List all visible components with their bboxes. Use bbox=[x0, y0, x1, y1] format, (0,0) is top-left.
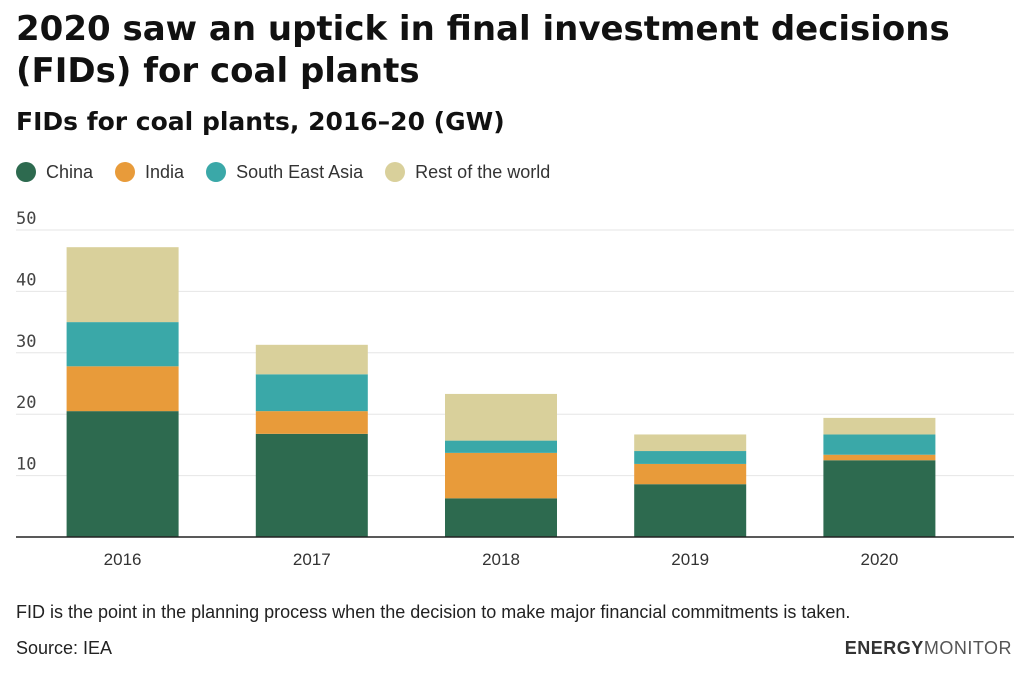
legend: China India South East Asia Rest of the … bbox=[16, 158, 550, 186]
bar-2018-china bbox=[445, 498, 557, 537]
bar-2016-india bbox=[66, 366, 179, 412]
legend-swatch-india bbox=[115, 162, 136, 182]
brand-logo-bold: ENERGY bbox=[844, 638, 924, 658]
legend-label-india: India bbox=[145, 161, 185, 182]
legend-label-rest-of-world: Rest of the world bbox=[415, 161, 551, 182]
bar-2017-rest-of-the-world bbox=[255, 344, 368, 375]
chart-area: 10 20 30 40 50 2016 2017 2018 2019 2020 bbox=[0, 209, 1024, 580]
legend-item-china: China bbox=[16, 162, 93, 183]
legend-item-rest-of-world: Rest of the world bbox=[385, 162, 550, 183]
bar-2018-south-east-asia bbox=[445, 440, 557, 453]
bar-2020-rest-of-the-world bbox=[823, 417, 936, 435]
x-tick-label-2016: 2016 bbox=[104, 550, 142, 569]
bar-2016-south-east-asia bbox=[66, 322, 179, 367]
footnote: FID is the point in the planning process… bbox=[16, 602, 851, 622]
y-tick-label-10: 10 bbox=[16, 455, 36, 475]
legend-label-china: China bbox=[46, 161, 94, 182]
chart-title: 2020 saw an uptick in final investment d… bbox=[16, 9, 950, 91]
x-tick-label-2017: 2017 bbox=[293, 550, 331, 569]
bar-2020-south-east-asia bbox=[823, 434, 936, 455]
bar-2019-rest-of-the-world bbox=[634, 434, 747, 452]
bar-2018-rest-of-the-world bbox=[445, 393, 557, 441]
source-text: Source: IEA bbox=[16, 638, 113, 658]
bar-2020-china bbox=[823, 460, 936, 537]
bar-2019-india bbox=[634, 463, 747, 485]
chart-subtitle: FIDs for coal plants, 2016–20 (GW) bbox=[16, 107, 505, 136]
bar-2017-south-east-asia bbox=[255, 374, 368, 412]
bar-2020-india bbox=[823, 454, 936, 461]
legend-swatch-china bbox=[16, 162, 36, 182]
bar-2018-india bbox=[445, 452, 557, 499]
bar-2017-china bbox=[255, 433, 368, 537]
legend-label-south-east-asia: South East Asia bbox=[236, 161, 364, 182]
legend-item-india: India bbox=[115, 162, 184, 183]
y-tick-label-30: 30 bbox=[16, 332, 36, 352]
legend-swatch-south-east-asia bbox=[206, 162, 227, 182]
brand-logo: ENERGYMONITOR bbox=[845, 638, 1012, 659]
bar-2019-china bbox=[634, 484, 747, 537]
bar-2016-china bbox=[66, 411, 179, 537]
y-tick-label-20: 20 bbox=[16, 393, 36, 413]
y-tick-label-50: 50 bbox=[16, 210, 36, 229]
bar-2017-india bbox=[255, 411, 368, 434]
brand-logo-light: MONITOR bbox=[923, 638, 1012, 658]
y-tick-label-40: 40 bbox=[16, 270, 36, 290]
bar-2019-south-east-asia bbox=[634, 451, 747, 464]
x-tick-label-2019: 2019 bbox=[671, 550, 709, 569]
x-tick-label-2018: 2018 bbox=[482, 550, 520, 569]
legend-swatch-rest-of-world bbox=[385, 162, 406, 182]
x-tick-label-2020: 2020 bbox=[860, 550, 898, 569]
bar-2016-rest-of-the-world bbox=[66, 247, 179, 323]
stacked-bar-chart: 10 20 30 40 50 2016 2017 2018 2019 2020 bbox=[16, 209, 1014, 569]
legend-item-south-east-asia: South East Asia bbox=[206, 162, 363, 183]
